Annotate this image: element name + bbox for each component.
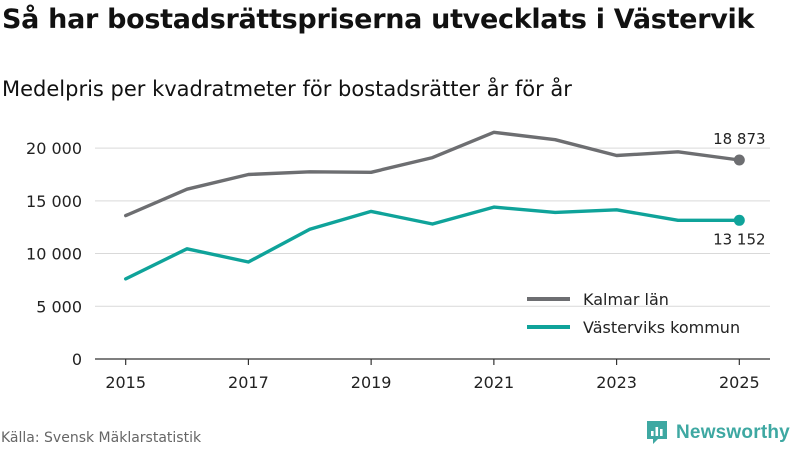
source-note: Källa: Svensk Mäklarstatistik [1, 430, 202, 446]
brand-name: Newsworthy [676, 422, 790, 443]
series-end-marker [733, 154, 745, 166]
y-tick-label: 15 000 [26, 192, 82, 211]
series-end-marker [733, 214, 745, 226]
newsworthy-logo-icon [647, 421, 667, 444]
x-tick-label: 2023 [596, 373, 637, 392]
x-tick-label: 2017 [228, 373, 269, 392]
chart-title: Så har bostadsrättspriserna utvecklats i… [2, 4, 755, 35]
brand-logo: Newsworthy [645, 420, 790, 446]
series-line-kalmar-lan [123, 130, 741, 218]
x-tick-label: 2019 [351, 373, 392, 392]
x-tick-label: 2021 [474, 373, 515, 392]
x-tick-label: 2025 [719, 373, 760, 392]
x-tick-label: 2015 [105, 373, 146, 392]
chart-subtitle: Medelpris per kvadratmeter för bostadsrä… [2, 77, 572, 101]
series-line-vasterviks-kommun [123, 205, 741, 281]
data-label: 18 873 [713, 130, 766, 148]
y-tick-label: 20 000 [26, 139, 82, 158]
y-tick-label: 10 000 [26, 245, 82, 264]
legend-label: Kalmar län [583, 290, 669, 309]
legend-label: Västerviks kommun [583, 318, 740, 337]
y-tick-label: 0 [72, 350, 82, 369]
y-tick-label: 5 000 [36, 297, 82, 316]
data-label: 13 152 [713, 230, 766, 248]
